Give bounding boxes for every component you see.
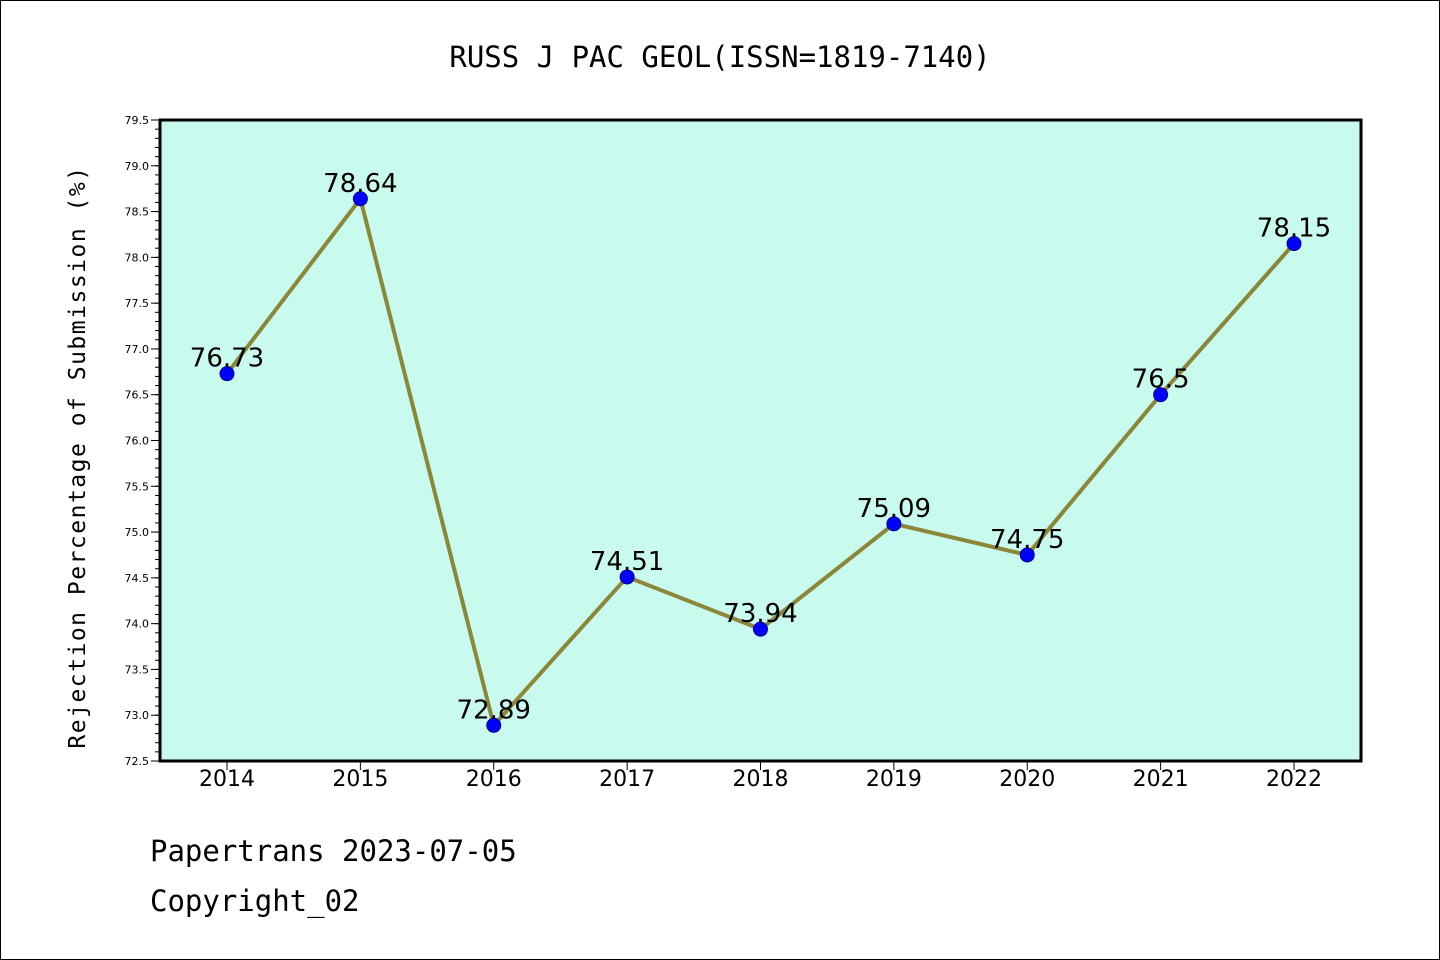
footer-date-text: Papertrans 2023-07-05 (150, 834, 517, 868)
labels-layer: 76.73 78.64 72.89 74.51 73.94 75.09 74.75 76.5 7… (190, 169, 1331, 726)
y-tick-label: 78.0 (125, 251, 150, 264)
footer-copyright-text: Copyright_02 (150, 884, 360, 918)
y-tick-label: 75.5 (125, 480, 150, 493)
y-tick-label: 74.0 (125, 618, 150, 631)
y-tick-label: 79.0 (125, 160, 150, 173)
x-tick-label: 2019 (866, 767, 922, 792)
y-tick-label: 73.5 (125, 663, 150, 676)
x-tick-label: 2015 (332, 767, 388, 792)
y-axis-title: Rejection Percentage of Submission (%) (65, 165, 91, 748)
data-label: 76.5 (1132, 365, 1190, 395)
data-point (352, 191, 368, 207)
data-point (1019, 547, 1035, 563)
y-axis: 72.5 73.0 73.5 74.0 74.5 75.0 75.5 76.0 76.5 77.0… (125, 114, 160, 768)
data-point (1153, 387, 1169, 403)
y-tick-label: 76.5 (125, 389, 150, 402)
y-tick-label: 72.5 (125, 755, 150, 768)
y-tick-label: 78.5 (125, 206, 150, 219)
data-point (486, 717, 502, 733)
x-tick-label: 2020 (999, 767, 1055, 792)
data-label: 75.09 (857, 494, 931, 524)
points-layer (219, 191, 1302, 733)
data-label: 73.94 (723, 599, 797, 629)
data-label: 78.15 (1257, 214, 1331, 244)
x-tick-label: 2018 (733, 767, 789, 792)
y-tick-label: 77.5 (125, 297, 150, 310)
data-point (753, 621, 768, 637)
y-tick-label: 73.0 (125, 709, 150, 722)
data-point (1286, 236, 1302, 252)
x-tick-label: 2016 (466, 767, 522, 792)
data-point (619, 569, 635, 585)
x-axis: 2014 2015 2016 2017 2018 2019 2020 2021 2022 (199, 761, 1322, 792)
data-label: 74.75 (990, 525, 1064, 555)
data-label: 74.51 (590, 547, 664, 577)
chart-title: RUSS J PAC GEOL(ISSN=1819-7140) (449, 40, 990, 74)
y-tick-label: 75.0 (125, 526, 150, 539)
data-label: 76.73 (190, 344, 264, 374)
y-tick-label: 76.0 (125, 435, 150, 448)
data-label: 72.89 (457, 695, 531, 725)
y-tick-label: 79.5 (125, 114, 150, 127)
data-point (886, 516, 902, 532)
x-tick-label: 2022 (1266, 767, 1322, 792)
y-tick-label: 77.0 (125, 343, 150, 356)
data-point (219, 366, 235, 382)
data-label: 78.64 (323, 169, 397, 199)
x-tick-label: 2014 (199, 767, 255, 792)
x-tick-label: 2017 (599, 767, 655, 792)
x-tick-label: 2021 (1133, 767, 1189, 792)
y-tick-label: 74.5 (125, 572, 150, 585)
plot-area (158, 118, 1363, 763)
